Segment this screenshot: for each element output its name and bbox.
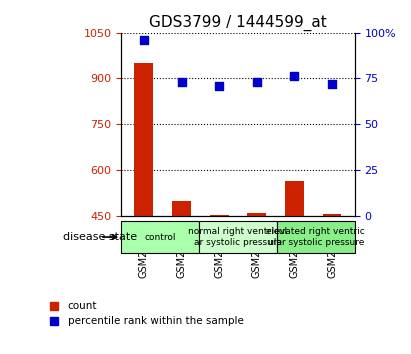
Bar xyxy=(323,214,342,353)
Text: disease state: disease state xyxy=(63,232,137,242)
Point xyxy=(141,37,147,43)
Bar xyxy=(247,213,266,353)
Point xyxy=(291,74,298,79)
Point xyxy=(329,81,335,87)
Text: normal right ventricul
ar systolic pressure: normal right ventricul ar systolic press… xyxy=(188,227,288,247)
Bar xyxy=(172,201,191,353)
Bar xyxy=(210,215,229,353)
Title: GDS3799 / 1444599_at: GDS3799 / 1444599_at xyxy=(149,15,327,31)
Point xyxy=(216,83,222,88)
Point xyxy=(254,79,260,85)
FancyBboxPatch shape xyxy=(121,221,199,253)
Legend: count, percentile rank within the sample: count, percentile rank within the sample xyxy=(45,297,248,331)
Text: control: control xyxy=(144,233,176,241)
Bar xyxy=(134,63,153,353)
Bar xyxy=(285,181,304,353)
FancyBboxPatch shape xyxy=(277,221,355,253)
Text: elevated right ventric
ular systolic pressure: elevated right ventric ular systolic pre… xyxy=(266,227,365,247)
FancyBboxPatch shape xyxy=(199,221,277,253)
Point xyxy=(178,79,185,85)
